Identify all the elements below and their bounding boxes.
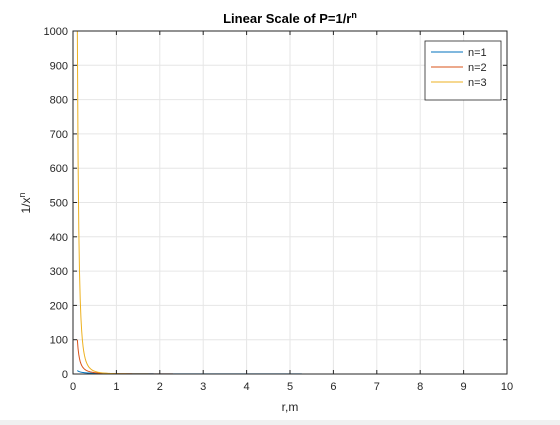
y-tick-label: 700 (50, 129, 68, 141)
legend-label-n2: n=2 (468, 62, 487, 74)
y-tick-label: 400 (50, 232, 68, 244)
x-tick-label: 4 (244, 381, 250, 393)
x-tick-label: 3 (200, 381, 206, 393)
chart-title-superscript: n (351, 10, 357, 20)
x-tick-label: 8 (417, 381, 423, 393)
chart-title-main: Linear Scale of P=1/r (223, 11, 351, 26)
legend-label-n1: n=1 (468, 47, 487, 59)
legend: n=1 n=2 n=3 (424, 40, 502, 101)
y-tick-label: 500 (50, 198, 68, 210)
x-tick-label: 6 (330, 381, 336, 393)
x-tick-label: 7 (374, 381, 380, 393)
y-tick-label: 800 (50, 95, 68, 107)
x-tick-label: 5 (287, 381, 293, 393)
y-tick-label: 600 (50, 163, 68, 175)
x-tick-label: 2 (157, 381, 163, 393)
y-axis-title-superscript: n (17, 192, 27, 197)
legend-box (424, 40, 502, 101)
x-tick-label: 9 (461, 381, 467, 393)
x-tick-label: 1 (113, 381, 119, 393)
y-axis-title-main: 1/x (19, 198, 33, 214)
legend-label-n3: n=3 (468, 77, 487, 89)
y-axis-title: 1/xn (17, 192, 33, 213)
x-tick-label: 0 (70, 381, 76, 393)
chart-title: Linear Scale of P=1/rn (223, 10, 357, 26)
x-tick-label: 10 (501, 381, 513, 393)
y-tick-label: 300 (50, 266, 68, 278)
y-tick-label: 1000 (44, 26, 68, 38)
y-tick-label: 900 (50, 60, 68, 72)
y-tick-label: 100 (50, 335, 68, 347)
x-axis-title: r,m (282, 400, 299, 414)
y-tick-label: 0 (62, 369, 68, 381)
y-tick-label: 200 (50, 300, 68, 312)
